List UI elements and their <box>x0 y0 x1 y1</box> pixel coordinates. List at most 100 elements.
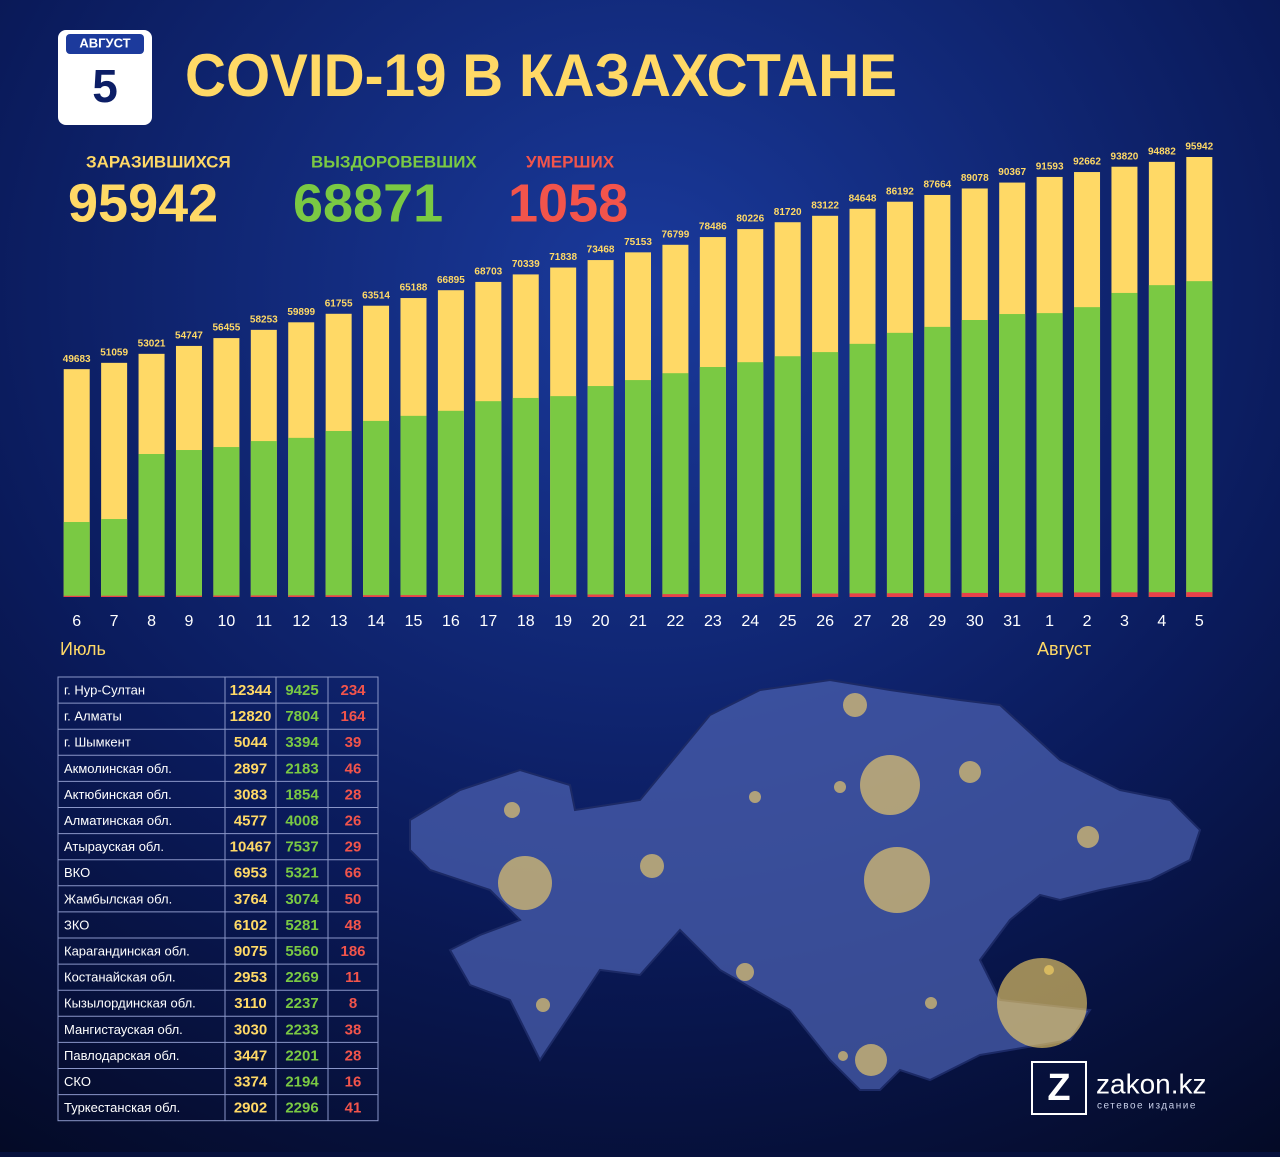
region-name: Туркестанская обл. <box>64 1100 180 1115</box>
x-tick-label: 17 <box>479 613 497 630</box>
bar-recovered <box>1111 292 1138 597</box>
bar-recovered <box>849 343 876 597</box>
stat-value: 95942 <box>68 173 218 233</box>
value-label: 53021 <box>138 338 166 349</box>
bar-recovered <box>699 367 726 597</box>
bar-recovered <box>662 373 689 597</box>
value-label: 54747 <box>175 331 203 342</box>
value-label: 92662 <box>1073 157 1101 168</box>
value-label: 81720 <box>774 207 802 218</box>
month: АВГУСТ <box>79 35 130 50</box>
bar-recovered <box>924 326 951 597</box>
region-name: Акмолинская обл. <box>64 761 172 776</box>
bar-deaths <box>999 592 1026 597</box>
day: 5 <box>92 60 118 112</box>
x-tick-label: 15 <box>405 613 423 630</box>
x-tick-label: 31 <box>1003 613 1021 630</box>
cell-value: 2953 <box>234 969 267 986</box>
value-label: 86192 <box>886 186 914 197</box>
value-label: 61755 <box>325 298 353 309</box>
value-label: 68703 <box>474 267 502 278</box>
stat-label: ВЫЗДОРОВЕВШИХ <box>311 152 477 171</box>
cell-value: 6953 <box>234 865 267 882</box>
bar-recovered <box>325 430 352 597</box>
region-name: Кызылординская обл. <box>64 996 196 1011</box>
value-label: 94882 <box>1148 147 1176 158</box>
cell-value: 29 <box>345 839 362 856</box>
bar-deaths <box>1036 592 1063 597</box>
value-label: 90367 <box>998 167 1026 178</box>
bar-recovered <box>774 356 801 597</box>
cell-value: 8 <box>349 995 357 1012</box>
bar-deaths <box>924 593 951 597</box>
region-name: Костанайская обл. <box>64 970 176 985</box>
cell-value: 10467 <box>230 839 272 856</box>
bar-recovered <box>400 415 427 597</box>
region-name: г. Алматы <box>64 709 122 724</box>
bar-recovered <box>363 420 390 597</box>
region-name: Актюбинская обл. <box>64 787 172 802</box>
x-tick-label: 27 <box>854 613 872 630</box>
calendar: АВГУСТ 5 <box>58 30 152 125</box>
bar-recovered <box>1148 285 1175 597</box>
value-label: 93820 <box>1111 151 1139 162</box>
stat-value: 68871 <box>293 173 443 233</box>
period-label: Июль <box>60 639 106 659</box>
value-label: 75153 <box>624 237 652 248</box>
x-tick-label: 30 <box>966 613 984 630</box>
bar-deaths <box>63 595 90 597</box>
cell-value: 12820 <box>230 708 272 725</box>
value-label: 58253 <box>250 314 278 325</box>
bar-deaths <box>475 594 502 597</box>
bar-deaths <box>213 595 240 597</box>
bar-deaths <box>550 594 577 597</box>
value-label: 70339 <box>512 259 540 270</box>
cell-value: 3447 <box>234 1047 267 1064</box>
cell-value: 12344 <box>230 682 272 699</box>
bar-recovered <box>63 522 90 597</box>
value-label: 49683 <box>63 354 91 365</box>
logo-name: zakon.kz <box>1096 1068 1207 1099</box>
cell-value: 186 <box>340 943 365 960</box>
region-circles <box>498 693 1099 1076</box>
bar-deaths <box>774 593 801 597</box>
bar-deaths <box>175 595 202 597</box>
value-label: 66895 <box>437 275 465 286</box>
x-tick-label: 8 <box>147 613 156 630</box>
cell-value: 3764 <box>234 891 268 908</box>
cell-value: 46 <box>345 760 362 777</box>
x-tick-label: 6 <box>72 613 81 630</box>
cell-value: 6102 <box>234 917 267 934</box>
x-tick-label: 19 <box>554 613 572 630</box>
value-label: 91593 <box>1036 162 1064 173</box>
cell-value: 41 <box>345 1100 362 1117</box>
x-tick-label: 22 <box>667 613 685 630</box>
bar-recovered <box>138 454 165 597</box>
cell-value: 3110 <box>234 995 267 1012</box>
cell-value: 5321 <box>285 865 318 882</box>
bar-recovered <box>961 319 988 597</box>
period-label: Август <box>1037 639 1091 659</box>
region-name: СКО <box>64 1074 91 1089</box>
map <box>409 678 1202 1091</box>
bar-recovered <box>175 450 202 597</box>
cell-value: 11 <box>345 969 361 986</box>
bar-recovered <box>213 447 240 597</box>
x-tick-label: 28 <box>891 613 909 630</box>
cell-value: 50 <box>345 891 362 908</box>
cell-value: 3083 <box>234 786 267 803</box>
bar-recovered <box>475 401 502 597</box>
bar-recovered <box>737 362 764 597</box>
cell-value: 48 <box>345 917 362 934</box>
bar-deaths <box>1074 592 1101 597</box>
region-name: Карагандинская обл. <box>64 943 190 958</box>
title: COVID-19 В КАЗАХСТАНЕ <box>185 42 897 109</box>
bar-deaths <box>587 594 614 597</box>
value-label: 84648 <box>849 193 877 204</box>
value-label: 63514 <box>362 290 390 301</box>
value-label: 59899 <box>287 307 315 318</box>
cell-value: 9075 <box>234 943 267 960</box>
bar-deaths <box>662 594 689 597</box>
cell-value: 2194 <box>285 1074 319 1091</box>
region-name: г. Шымкент <box>64 735 131 750</box>
